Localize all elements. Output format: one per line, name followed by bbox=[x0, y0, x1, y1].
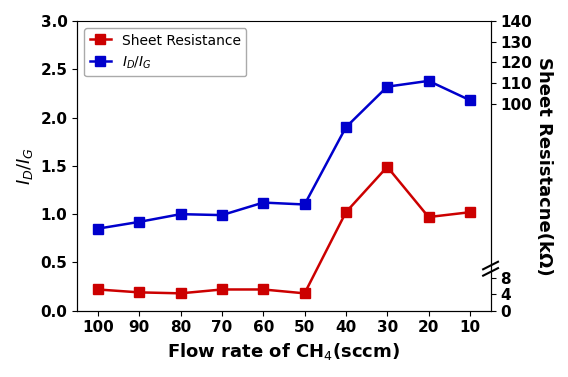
Line: Sheet Resistance: Sheet Resistance bbox=[93, 162, 475, 298]
$I_D/I_G$ bbox=[260, 200, 266, 205]
$I_D/I_G$ bbox=[219, 213, 225, 218]
$I_D/I_G$ bbox=[384, 84, 391, 89]
$I_D/I_G$ bbox=[343, 125, 349, 129]
Y-axis label: $I_D/I_G$: $I_D/I_G$ bbox=[15, 147, 35, 185]
$I_D/I_G$ bbox=[425, 79, 432, 83]
Y-axis label: Sheet Resistacne(kΩ): Sheet Resistacne(kΩ) bbox=[535, 57, 553, 275]
Line: $I_D/I_G$: $I_D/I_G$ bbox=[93, 76, 475, 233]
X-axis label: Flow rate of CH$_4$(sccm): Flow rate of CH$_4$(sccm) bbox=[168, 341, 400, 362]
Sheet Resistance bbox=[94, 287, 101, 292]
Sheet Resistance bbox=[466, 210, 473, 215]
$I_D/I_G$ bbox=[301, 202, 308, 207]
$I_D/I_G$ bbox=[94, 226, 101, 231]
Sheet Resistance bbox=[177, 291, 184, 296]
Sheet Resistance bbox=[301, 291, 308, 296]
Sheet Resistance bbox=[343, 210, 349, 215]
Sheet Resistance bbox=[219, 287, 225, 292]
Legend: Sheet Resistance, $I_D/I_G$: Sheet Resistance, $I_D/I_G$ bbox=[84, 28, 247, 77]
$I_D/I_G$ bbox=[177, 212, 184, 216]
$I_D/I_G$ bbox=[466, 98, 473, 103]
Sheet Resistance bbox=[136, 290, 143, 295]
Sheet Resistance bbox=[425, 215, 432, 219]
Sheet Resistance bbox=[384, 165, 391, 169]
$I_D/I_G$ bbox=[136, 220, 143, 224]
Sheet Resistance bbox=[260, 287, 266, 292]
